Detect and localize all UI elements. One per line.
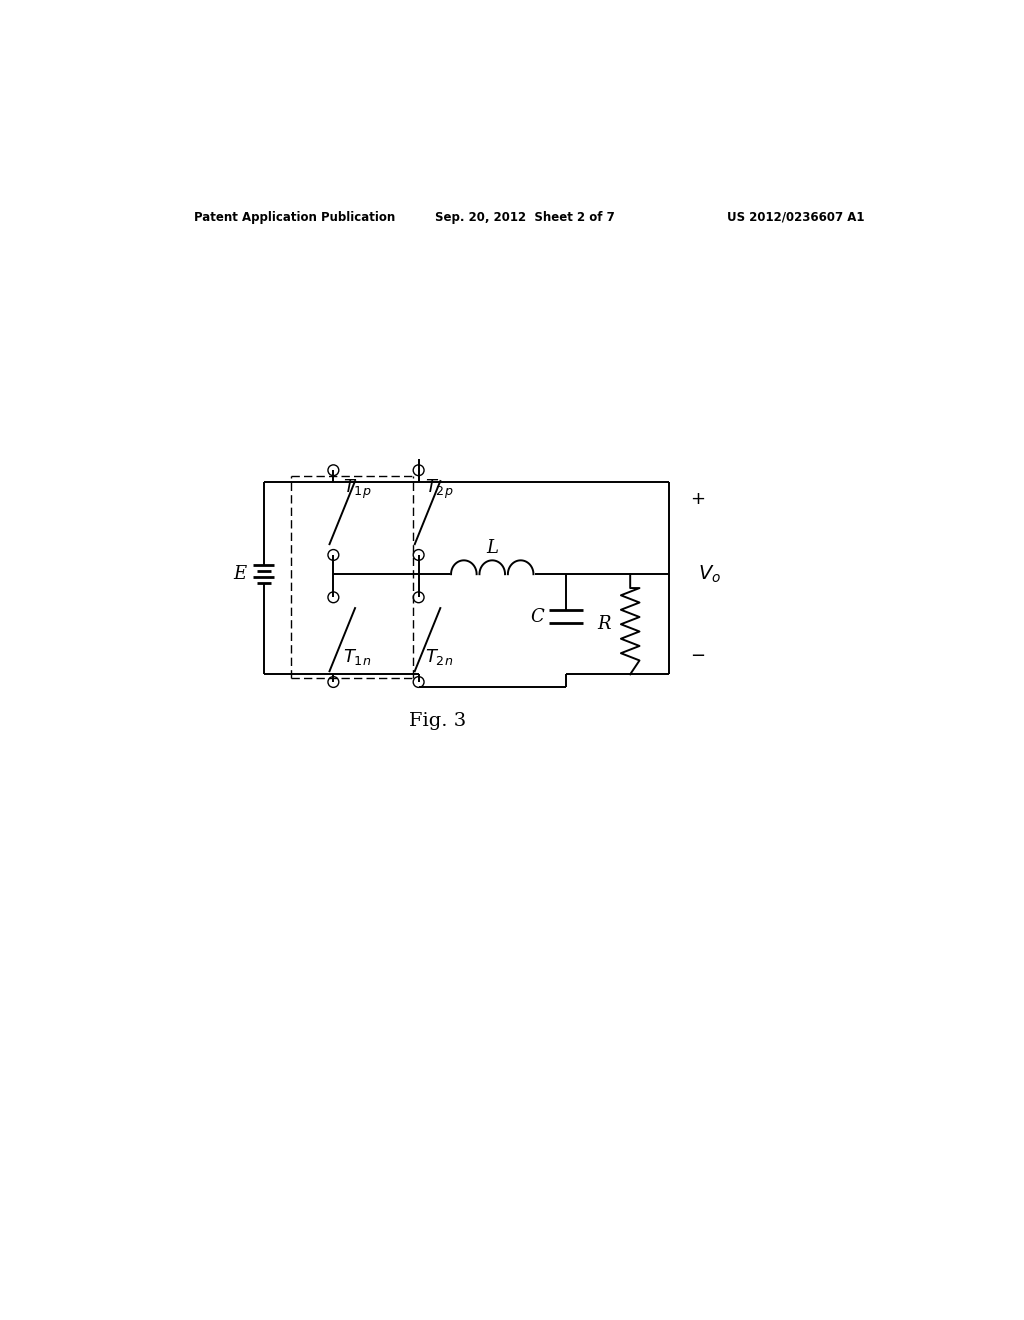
Text: $T_{1n}$: $T_{1n}$ [343,647,371,668]
Text: C: C [530,607,544,626]
Text: $T_{2n}$: $T_{2n}$ [425,647,453,668]
Text: US 2012/0236607 A1: US 2012/0236607 A1 [727,211,864,224]
Text: $T_{1p}$: $T_{1p}$ [343,478,371,502]
Text: Sep. 20, 2012  Sheet 2 of 7: Sep. 20, 2012 Sheet 2 of 7 [435,211,614,224]
Text: Fig. 3: Fig. 3 [410,711,467,730]
Text: R: R [597,615,611,634]
Text: L: L [486,540,499,557]
Text: +: + [690,490,706,507]
Text: Patent Application Publication: Patent Application Publication [194,211,395,224]
Text: E: E [233,565,247,583]
Text: $T_{2p}$: $T_{2p}$ [425,478,454,502]
Text: $V_o$: $V_o$ [697,564,721,585]
Text: −: − [690,647,706,665]
